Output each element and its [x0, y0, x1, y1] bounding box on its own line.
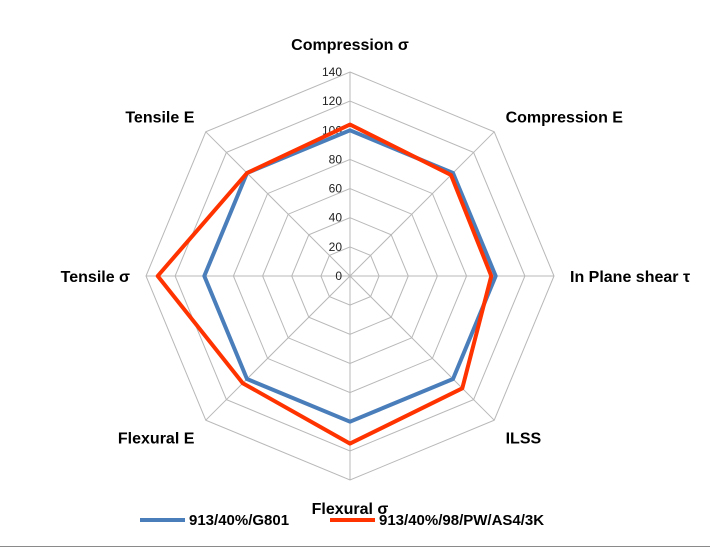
spoke-3: [349, 275, 495, 421]
axis-label-7: Tensile E: [125, 109, 194, 126]
series-lines: [155, 122, 498, 446]
bottom-divider: [0, 546, 710, 547]
spokes: [146, 72, 554, 480]
axis-label-2: In Plane shear τ: [570, 269, 690, 286]
series-line-0: [202, 128, 498, 424]
tick-label-80: 80: [329, 152, 343, 166]
tick-label-40: 40: [329, 211, 343, 225]
axis-label-5: Flexural E: [118, 431, 195, 448]
legend-label-0: 913/40%/G801: [189, 512, 289, 529]
tick-label-0: 0: [335, 269, 342, 283]
legend-label-1: 913/40%/98/PW/AS4/3K: [379, 512, 544, 529]
axis-label-0: Compression σ: [291, 37, 409, 54]
axis-label-1: Compression E: [506, 109, 624, 126]
tick-label-140: 140: [322, 65, 342, 79]
tick-label-60: 60: [329, 182, 343, 196]
series-line-1: [155, 122, 494, 446]
legend: 913/40%/G801 913/40%/98/PW/AS4/3K: [140, 512, 544, 529]
spoke-7: [205, 131, 351, 277]
axis-labels: Compression σ Compression E In Plane shear…: [61, 37, 690, 518]
axis-label-4: Flexural σ: [312, 501, 389, 518]
axis-label-6: Tensile σ: [61, 269, 130, 286]
tick-label-120: 120: [322, 94, 342, 108]
spoke-1: [349, 131, 495, 277]
spoke-5: [205, 275, 351, 421]
axis-label-3: ILSS: [506, 431, 542, 448]
tick-label-20: 20: [329, 240, 343, 254]
